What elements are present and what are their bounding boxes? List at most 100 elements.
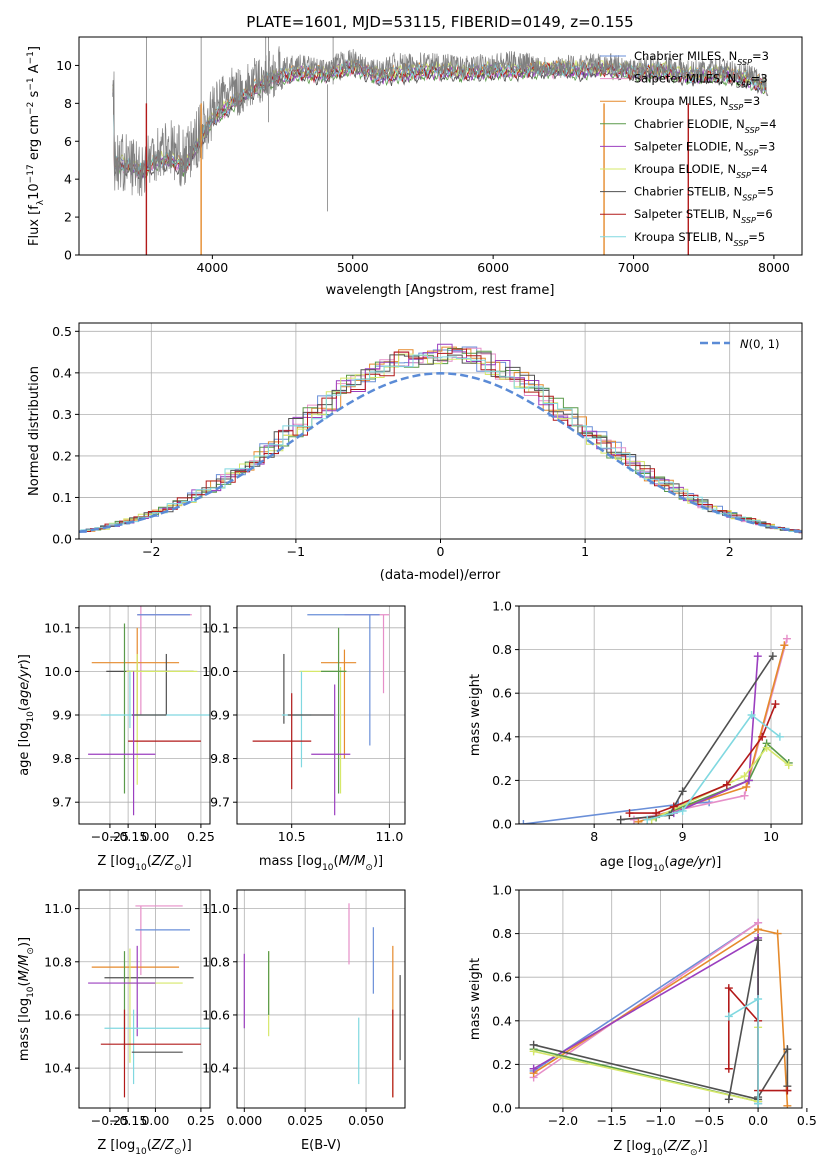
weight-line: [533, 1044, 759, 1101]
x-tick-label: 2: [726, 544, 734, 559]
y-tick-label: 0.2: [492, 1057, 512, 1072]
y-tick-label: 0.8: [492, 926, 512, 941]
legend-label-args: (0, 1): [749, 337, 780, 351]
y-tick-label: 0.0: [492, 817, 512, 832]
weight-marker: [783, 1045, 792, 1054]
label-part: (: [17, 706, 32, 711]
label-part: A: [27, 64, 42, 77]
weight-marker: [724, 1012, 733, 1021]
label-part: ]: [27, 46, 42, 51]
plot-area: [237, 606, 405, 824]
legend-label-sub: SSP: [737, 58, 752, 67]
weight-marker: [634, 817, 643, 824]
label-part: ⊙: [690, 1148, 698, 1158]
axes-frame: [78, 889, 211, 1109]
y-tick-label: 0.4: [492, 729, 512, 744]
label-part: s: [27, 90, 42, 101]
x-tick-label: −1.0: [645, 1113, 675, 1128]
x-tick-label: −2: [142, 544, 160, 559]
legend-label-suffix: =3: [743, 94, 760, 108]
weight-marker: [529, 1064, 538, 1073]
x-tick-label: 8000: [758, 260, 790, 275]
weight-marker: [529, 1040, 538, 1049]
x-tick-label: 0.25: [187, 1113, 215, 1128]
x-tick-label: 6000: [477, 260, 509, 275]
y-tick-label: 9.7: [52, 795, 72, 810]
x-axis-label: Z [log10(Z/Z⊙)]: [97, 1138, 191, 1157]
weight-line: [728, 997, 759, 1104]
label-part: 10: [26, 711, 36, 723]
y-tick-label: 0.5: [52, 324, 72, 339]
legend-label: Kroupa STELIB, NSSP=5: [634, 230, 765, 248]
x-tick-label: 0.025: [287, 1113, 323, 1128]
legend-label: Kroupa ELODIE, NSSP=4: [634, 162, 768, 180]
legend-label-suffix: =4: [751, 162, 768, 176]
y-tick-label: 10.0: [44, 664, 72, 679]
weight-marker: [773, 929, 782, 938]
panel-mass-EBV: 0.000 0.025 0.050 10.4 10.6 10.8 11.0: [202, 889, 406, 1128]
label-part: mass [log: [17, 998, 32, 1061]
label-part: (: [334, 854, 339, 869]
label-part: (: [147, 1138, 152, 1153]
x-tick-label: −2.0: [548, 1113, 578, 1128]
label-part: (: [147, 854, 152, 869]
label-part: ⊙: [174, 863, 182, 873]
plot-area: [79, 606, 210, 824]
y-tick-label: 0.2: [52, 448, 72, 463]
x-tick-label: 7000: [618, 260, 650, 275]
y-tick-label: 10.0: [202, 664, 230, 679]
panel-age-mass: 10.5 11.0 9.7 9.8 9.9 10.0 10.1: [202, 605, 406, 844]
x-tick-label: 0.0: [748, 1113, 768, 1128]
weight-marker: [678, 787, 687, 796]
legend-label-n: N: [740, 337, 749, 351]
axes-frame: [236, 605, 406, 825]
y-tick-label: 11.0: [44, 901, 72, 916]
panel-residuals: −2 −1 0 1 2 0.0 0.1 0.2 0.3 0.4 0.5: [52, 322, 803, 559]
normal-curve: [79, 372, 802, 533]
label-part: 10: [27, 183, 42, 200]
label-part: −1: [26, 77, 36, 90]
histogram-step: [80, 346, 802, 532]
label-part: M/M: [339, 854, 366, 869]
y-tick-label: 9.8: [52, 751, 72, 766]
weight-marker: [740, 791, 749, 800]
plot-area: [112, 37, 769, 255]
plot-area: [237, 890, 405, 1108]
label-part: Z/Z: [151, 1138, 175, 1153]
data-spectrum-line: [112, 46, 769, 197]
weight-line: [655, 741, 790, 819]
legend-label-sub: SSP: [742, 193, 757, 202]
legend-label-sub: SSP: [736, 171, 751, 180]
y-tick-label: 9.9: [52, 708, 72, 723]
y-tick-label: 9.7: [210, 795, 230, 810]
x-tick-label: −0.25: [91, 829, 129, 844]
weight-marker: [758, 732, 767, 741]
label-part: 10: [651, 1148, 663, 1158]
label-part: age/yr: [669, 855, 712, 870]
axes-frame: [78, 605, 211, 825]
legend-label: Chabrier STELIB, NSSP=5: [634, 185, 774, 203]
plot-area: [79, 890, 210, 1108]
weight-marker: [652, 809, 661, 818]
y-tick-label: 0.6: [492, 970, 512, 985]
y-tick-label: 10.1: [44, 620, 72, 635]
y-tick-label: 10.8: [44, 954, 72, 969]
legend-label: Salpeter MILES, NSSP=3: [634, 72, 768, 90]
label-part: 10: [135, 863, 147, 873]
weight-marker: [629, 815, 638, 824]
y-tick-label: 10.4: [202, 1061, 230, 1076]
label-part: ⊙: [174, 1147, 182, 1157]
weight-marker: [724, 984, 733, 993]
y-tick-label: 0.6: [492, 686, 512, 701]
legend-label-suffix: =3: [751, 72, 768, 86]
y-tick-label: 10.4: [44, 1061, 72, 1076]
plot-area: [519, 890, 802, 1108]
label-part: 10: [653, 864, 665, 874]
label-part: M/M: [17, 955, 32, 982]
legend-label-text: Chabrier MILES, N: [634, 49, 737, 63]
x-tick-label: 0.25: [187, 829, 215, 844]
y-tick-label: 10.1: [202, 620, 230, 635]
y-tick-label: 4: [64, 172, 72, 187]
